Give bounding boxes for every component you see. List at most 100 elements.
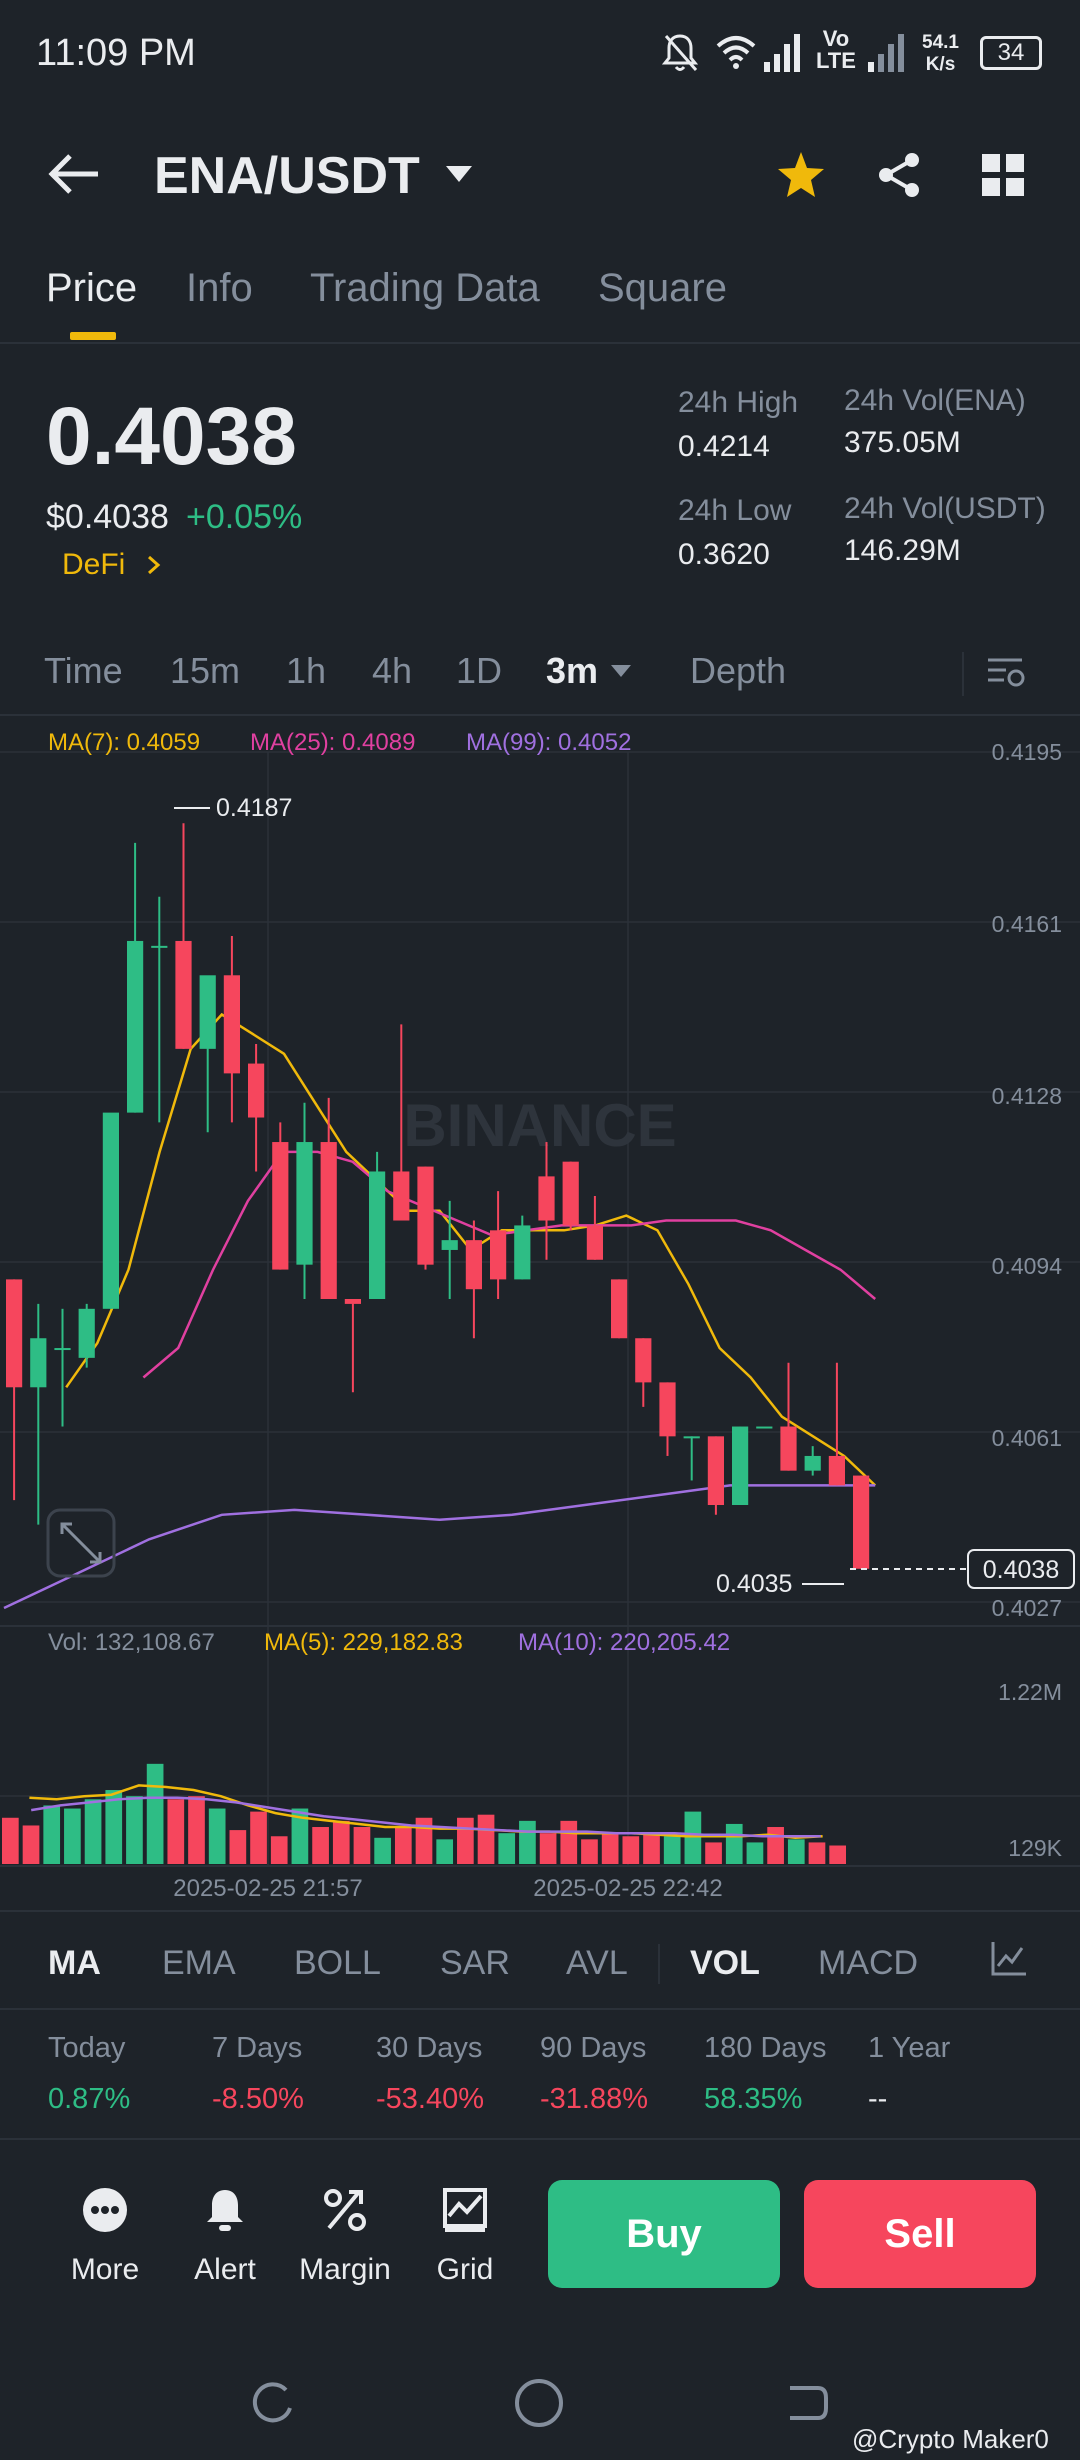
dropdown-caret-icon[interactable] <box>444 164 474 184</box>
share-icon[interactable] <box>874 150 924 200</box>
perf-1-year: 1 Year -- <box>868 2032 950 2116</box>
margin-label: Margin <box>299 2253 391 2286</box>
price-axis-label: 0.4128 <box>992 1083 1062 1109</box>
candle-body <box>248 1063 265 1118</box>
interval-caret-icon <box>611 665 631 677</box>
watermark: BINANCE <box>403 1092 676 1159</box>
price-change: +0.05% <box>186 498 303 536</box>
volume-bar <box>663 1836 681 1864</box>
volume-bar <box>312 1827 329 1864</box>
vol-ena-label: 24h Vol(ENA) <box>844 384 1026 417</box>
perf-today: Today 0.87% <box>48 2032 130 2116</box>
star-favorite-icon[interactable] <box>776 150 826 200</box>
category-tag[interactable]: DeFi <box>62 548 126 581</box>
interval-4h[interactable]: 4h <box>372 650 413 691</box>
candle-body <box>296 1142 313 1265</box>
divider <box>962 652 964 696</box>
indicator-macd[interactable]: MACD <box>818 1944 919 1982</box>
volume-bar <box>519 1820 536 1864</box>
candle-body <box>30 1338 47 1388</box>
perf-value: -31.88% <box>540 2083 649 2115</box>
interval-15m[interactable]: 15m <box>170 650 241 691</box>
time-axis-label: 2025-02-25 22:42 <box>533 1875 723 1902</box>
margin-button[interactable]: Margin <box>290 2186 400 2287</box>
interval-1h[interactable]: 1h <box>286 650 327 691</box>
price-axis-label: 0.4094 <box>992 1253 1063 1279</box>
candlestick-chart[interactable]: BINANCE MA(7): 0.4059 MA(25): 0.4089 MA(… <box>0 716 1080 1910</box>
perf-value: 58.35% <box>704 2083 803 2115</box>
perf-value: -8.50% <box>212 2083 304 2115</box>
high-value: 0.4214 <box>678 430 770 463</box>
candle-body <box>683 1436 700 1439</box>
volume-bar <box>601 1833 619 1864</box>
tab-trading-data[interactable]: Trading Data <box>310 266 540 310</box>
candle-body <box>151 945 168 948</box>
tab-price[interactable]: Price <box>46 266 138 310</box>
volume-bar <box>705 1842 722 1864</box>
volume-bar <box>64 1808 81 1864</box>
pair-title[interactable]: ENA/USDT <box>154 147 420 205</box>
grid-button[interactable]: Grid <box>410 2186 520 2287</box>
tab-square[interactable]: Square <box>598 266 727 310</box>
sell-button[interactable]: Sell <box>804 2180 1036 2288</box>
vol-ma5-legend: MA(5): 229,182.83 <box>264 1629 463 1656</box>
candle-body <box>441 1240 458 1250</box>
candle-body <box>102 1112 119 1309</box>
interval-1d[interactable]: 1D <box>456 650 503 691</box>
bottom-action-bar: More Alert Margin Grid <box>0 2150 1080 2350</box>
candle-body <box>804 1455 821 1471</box>
low-value: 0.3620 <box>678 538 770 571</box>
home-icon[interactable] <box>512 2376 566 2430</box>
chart-settings-icon[interactable] <box>986 652 1028 694</box>
interval-time[interactable]: Time <box>44 650 123 691</box>
volume-bar <box>581 1839 598 1864</box>
perf-180-days: 180 Days 58.35% <box>704 2032 827 2116</box>
volume-bar <box>250 1811 267 1864</box>
volume-bar <box>457 1817 474 1864</box>
ma99-line <box>3 1484 876 1610</box>
indicator-ma[interactable]: MA <box>48 1944 101 1982</box>
candle-body <box>586 1225 603 1260</box>
credit-watermark: @Crypto Maker0 <box>852 2424 1049 2454</box>
vol-axis-bottom: 129K <box>1008 1835 1062 1861</box>
tab-info[interactable]: Info <box>186 266 253 310</box>
system-nav-bar: @Crypto Maker0 <box>0 2350 1080 2460</box>
alert-button[interactable]: Alert <box>170 2186 280 2287</box>
indicator-boll[interactable]: BOLL <box>294 1944 381 1982</box>
perf-label: 7 Days <box>212 2032 303 2064</box>
indicator-ema[interactable]: EMA <box>162 1944 236 1982</box>
perf-90-days: 90 Days -31.88% <box>540 2032 648 2116</box>
candle-body <box>175 940 192 1049</box>
grid-label: Grid <box>436 2253 494 2286</box>
interval-bar: Time 15m 1h 4h 1D 3m Depth <box>0 640 1080 716</box>
volume-bar <box>622 1836 640 1864</box>
volume-bar <box>188 1796 205 1864</box>
grid-menu-icon[interactable] <box>982 154 1024 196</box>
volume-bar <box>146 1763 164 1864</box>
buy-button[interactable]: Buy <box>548 2180 780 2288</box>
interval-3m[interactable]: 3m <box>546 650 599 691</box>
indicator-vol[interactable]: VOL <box>690 1944 760 1982</box>
candle-body <box>223 975 240 1074</box>
expand-icon[interactable] <box>46 1508 116 1578</box>
candle-body <box>6 1279 23 1388</box>
candle-body <box>756 1426 773 1429</box>
indicator-settings-icon[interactable] <box>990 1940 1028 1978</box>
high-marker: 0.4187 <box>216 794 292 822</box>
volume-bar <box>477 1814 495 1864</box>
back-arrow-icon[interactable] <box>46 152 102 196</box>
margin-percent-icon <box>324 2189 366 2231</box>
indicator-sar[interactable]: SAR <box>440 1944 510 1982</box>
candle-body <box>127 940 144 1113</box>
perf-7-days: 7 Days -8.50% <box>212 2032 304 2116</box>
low-label: 24h Low <box>678 494 792 527</box>
interval-depth[interactable]: Depth <box>690 650 787 691</box>
more-button[interactable]: More <box>50 2186 160 2287</box>
candle-body <box>54 1348 71 1351</box>
perf-label: 30 Days <box>376 2032 483 2064</box>
grid-bot-icon <box>443 2188 487 2232</box>
indicator-avl[interactable]: AVL <box>566 1944 628 1982</box>
current-price-tag <box>967 1549 1075 1589</box>
back-nav-icon[interactable] <box>782 2378 832 2428</box>
recents-icon[interactable] <box>246 2378 296 2428</box>
